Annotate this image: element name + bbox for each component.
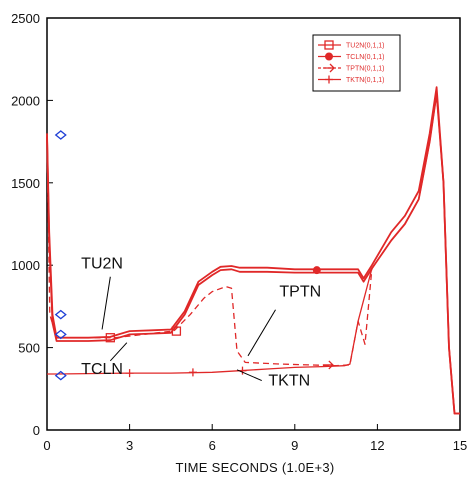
annotation-leader [109, 342, 128, 362]
initial-condition-marker [54, 370, 67, 381]
annotation-leader [236, 369, 262, 382]
series-line-tu2n [46, 86, 460, 415]
annotation-label: TPTN [279, 284, 321, 301]
y-tick-label: 0 [33, 423, 40, 438]
legend: TU2N(0,1,1) TCLN(0,1,1) TPTN(0,1,1) TKTN(0,… [312, 34, 401, 92]
legend-entry: TPTN(0,1,1) [346, 66, 385, 73]
y-tick-label: 2000 [11, 93, 40, 108]
x-tick-label: 12 [370, 438, 384, 453]
y-tick-label: 1500 [11, 176, 40, 191]
circle-marker [312, 266, 321, 275]
tick-labels: 0 3 6 9 12 15 0 500 1000 1500 2000 2500 [11, 11, 467, 453]
x-tick-label: 0 [43, 438, 50, 453]
series-markers [54, 130, 334, 381]
axes [46, 17, 461, 431]
y-tick-label: 2500 [11, 11, 40, 26]
x-tick-label: 6 [209, 438, 216, 453]
legend-entry: TCLN(0,1,1) [346, 54, 385, 61]
circle-marker [325, 52, 333, 61]
x-tick-label: 15 [453, 438, 467, 453]
arrow-marker [324, 63, 335, 73]
legend-entry: TKTN(0,1,1) [346, 77, 385, 84]
annotation-label: TU2N [81, 255, 123, 272]
square-marker [105, 333, 115, 343]
square-marker [171, 326, 182, 336]
arrow-marker [322, 360, 334, 370]
legend-entry: TU2N(0,1,1) [346, 43, 385, 50]
annotation-label: TCLN [81, 361, 123, 378]
plus-marker [325, 75, 333, 84]
plot-frame [46, 17, 461, 431]
x-axis-title: TIME SECONDS (1.0E+3) [175, 460, 334, 475]
series-line-tptn [46, 93, 445, 367]
annotation-leader [101, 276, 111, 330]
initial-condition-marker [54, 309, 67, 320]
initial-condition-marker [54, 130, 67, 140]
legend-box [312, 34, 401, 92]
annotation-leader [247, 309, 276, 357]
initial-condition-marker [54, 329, 67, 340]
y-tick-label: 500 [18, 341, 40, 356]
plus-marker [188, 368, 197, 377]
annotations: TU2N TCLN TPTN TKTN [81, 255, 321, 389]
plus-marker [125, 369, 134, 378]
annotation-label: TKTN [268, 373, 310, 390]
square-marker [324, 40, 334, 50]
series-lines [46, 86, 460, 415]
series-line-tktn [47, 93, 445, 375]
x-tick-label: 3 [126, 438, 133, 453]
y-tick-label: 1000 [11, 258, 40, 273]
x-tick-label: 9 [291, 438, 298, 453]
